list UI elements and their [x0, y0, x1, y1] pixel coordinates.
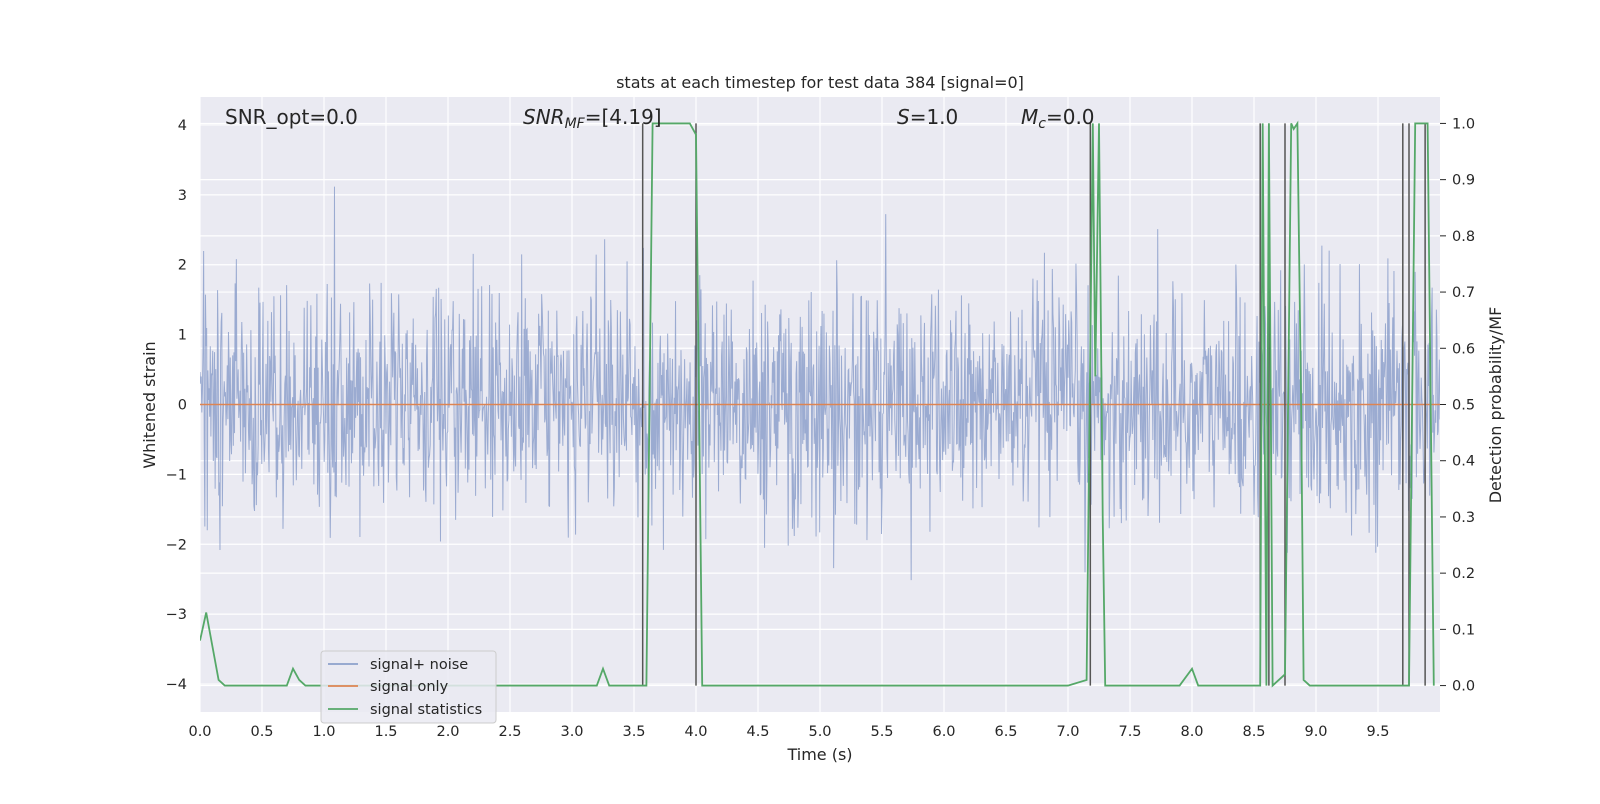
y-tick-label: 2 — [178, 258, 187, 274]
x-tick-label: 2.0 — [436, 724, 459, 740]
x-axis-ticks: 0.0 0.5 1.0 1.5 2.0 2.5 3.0 3.5 4.0 4.5 5.0 5.5 6.0 6… — [188, 724, 1389, 740]
annotation-s-value: =1.0 — [910, 105, 959, 129]
y-tick-label: 0 — [178, 398, 187, 414]
y-axis-ticks: −4 −3 −2 −1 0 1 2 3 4 — [166, 118, 187, 693]
y2-tick-label: 1.0 — [1452, 116, 1475, 132]
x-tick-label: 5.5 — [870, 724, 893, 740]
x-tick-label: 3.0 — [560, 724, 583, 740]
x-tick-label: 0.0 — [188, 724, 211, 740]
legend-label-noise: signal+ noise — [370, 657, 468, 673]
signal-statistics-series — [200, 120, 1435, 688]
x-tick-label: 4.5 — [746, 724, 769, 740]
legend-box — [320, 650, 497, 724]
y2-tick-label: 0.9 — [1452, 173, 1475, 189]
annotation-snr-mf-sub: MF — [565, 116, 586, 132]
signal-statistics-line — [200, 120, 1435, 688]
x-tick-label: 6.5 — [994, 724, 1017, 740]
legend: signal+ noise signal only signal statist… — [320, 650, 497, 724]
y2-tick-label: 0.5 — [1452, 398, 1475, 414]
x-tick-label: 7.0 — [1056, 724, 1079, 740]
y-tick-label: 1 — [178, 328, 187, 344]
legend-label-stats: signal statistics — [370, 702, 482, 718]
y-tick-label: −4 — [166, 677, 187, 693]
y2-tick-label: 0.1 — [1452, 622, 1475, 638]
annotation-mc-label: M — [1021, 105, 1038, 129]
x-tick-label: 9.0 — [1304, 724, 1327, 740]
y-axis-label: Whitened strain — [140, 341, 159, 468]
x-tick-label: 1.0 — [312, 724, 335, 740]
y2-tick-label: 0.6 — [1452, 341, 1475, 357]
annotation-snr-mf-value: =[4.19] — [585, 105, 662, 129]
y2-tick-label: 0.3 — [1452, 510, 1475, 526]
y2-tick-label: 0.8 — [1452, 229, 1475, 245]
y2-tick-label: 0.4 — [1452, 454, 1475, 470]
y2-tick-label: 0.0 — [1452, 679, 1475, 695]
annotation-mc-value: =0.0 — [1046, 105, 1095, 129]
legend-label-signal: signal only — [370, 679, 449, 695]
x-tick-label: 8.0 — [1180, 724, 1203, 740]
signal-noise-line — [200, 186, 1440, 581]
annotation-s-label: S — [897, 105, 910, 129]
y2-axis-ticks: 0.0 0.1 0.2 0.3 0.4 0.5 0.6 0.7 0.8 0.9 1.0 — [1440, 116, 1475, 695]
annotation-snr-mf-label: SNR — [523, 105, 565, 129]
x-tick-label: 2.5 — [498, 724, 521, 740]
y-tick-label: −1 — [166, 467, 187, 483]
chart-title: stats at each timestep for test data 384… — [616, 73, 1024, 92]
annotation-snr-opt: SNR_opt=0.0 — [225, 105, 358, 129]
x-axis-label: Time (s) — [786, 745, 852, 764]
x-tick-label: 3.5 — [622, 724, 645, 740]
y-tick-label: −3 — [166, 607, 187, 623]
annotation-snr-mf: SNRMF=[4.19] — [523, 105, 662, 132]
x-tick-label: 1.5 — [374, 724, 397, 740]
annotation-mc: Mc=0.0 — [1021, 105, 1095, 132]
y-tick-label: 4 — [178, 118, 187, 134]
annotation-mc-sub: c — [1038, 116, 1046, 132]
y-tick-label: 3 — [178, 188, 187, 204]
y-tick-label: −2 — [166, 537, 187, 553]
y2-tick-label: 0.2 — [1452, 566, 1475, 582]
x-tick-label: 9.5 — [1366, 724, 1389, 740]
y2-tick-label: 0.7 — [1452, 285, 1475, 301]
x-tick-label: 4.0 — [684, 724, 707, 740]
x-tick-label: 0.5 — [250, 724, 273, 740]
y2-axis-label: Detection probability/MF — [1486, 307, 1505, 504]
x-tick-label: 6.0 — [932, 724, 955, 740]
signal-noise-series — [200, 186, 1440, 581]
annotation-s: S=1.0 — [897, 105, 958, 129]
x-tick-label: 7.5 — [1118, 724, 1141, 740]
x-tick-label: 5.0 — [808, 724, 831, 740]
x-tick-label: 8.5 — [1242, 724, 1265, 740]
